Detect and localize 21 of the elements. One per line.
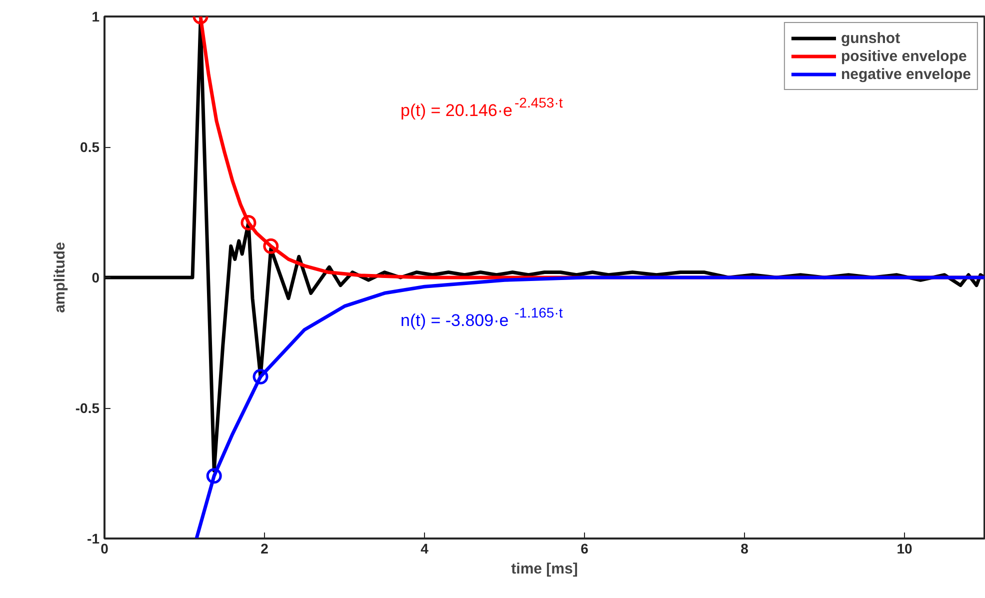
x-tick-label: 2 [260,540,269,556]
y-tick-label: -1 [87,530,100,546]
legend-label: positive envelope [840,47,967,65]
x-tick-label: 8 [740,540,749,556]
y-tick-label: 0 [92,270,100,286]
point [206,468,222,484]
point [263,238,279,254]
x-tick-label: 4 [420,540,429,556]
point [252,368,268,384]
line-series [194,276,984,538]
point [240,214,256,230]
legend-label: negative envelope [840,65,971,83]
y-tick-label: 0.5 [80,139,100,155]
x-axis-title: time [ms] [511,560,578,578]
x-tick-label: 6 [580,540,589,556]
y-axis-title: amplitude [51,242,68,313]
annotation: n(t) = -3.809·e-1.165·t [400,304,563,330]
legend-label: gunshot [840,29,900,47]
x-tick-label: 10 [896,540,912,556]
y-tick-label: -0.5 [75,400,100,416]
y-tick-label: 1 [92,8,100,24]
